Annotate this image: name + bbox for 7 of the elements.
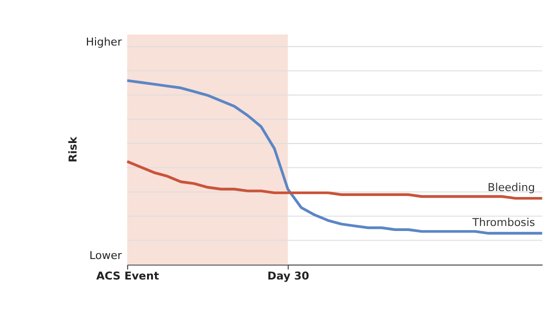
x-tick-label: ACS Event <box>96 269 159 282</box>
x-tick-label: Day 30 <box>267 269 310 282</box>
text: Higher <box>86 35 122 48</box>
series-label: Bleeding <box>488 181 535 194</box>
text: Lower <box>89 249 122 262</box>
series-label: Thrombosis <box>471 216 536 230</box>
y-axis-title: Risk <box>66 136 80 162</box>
